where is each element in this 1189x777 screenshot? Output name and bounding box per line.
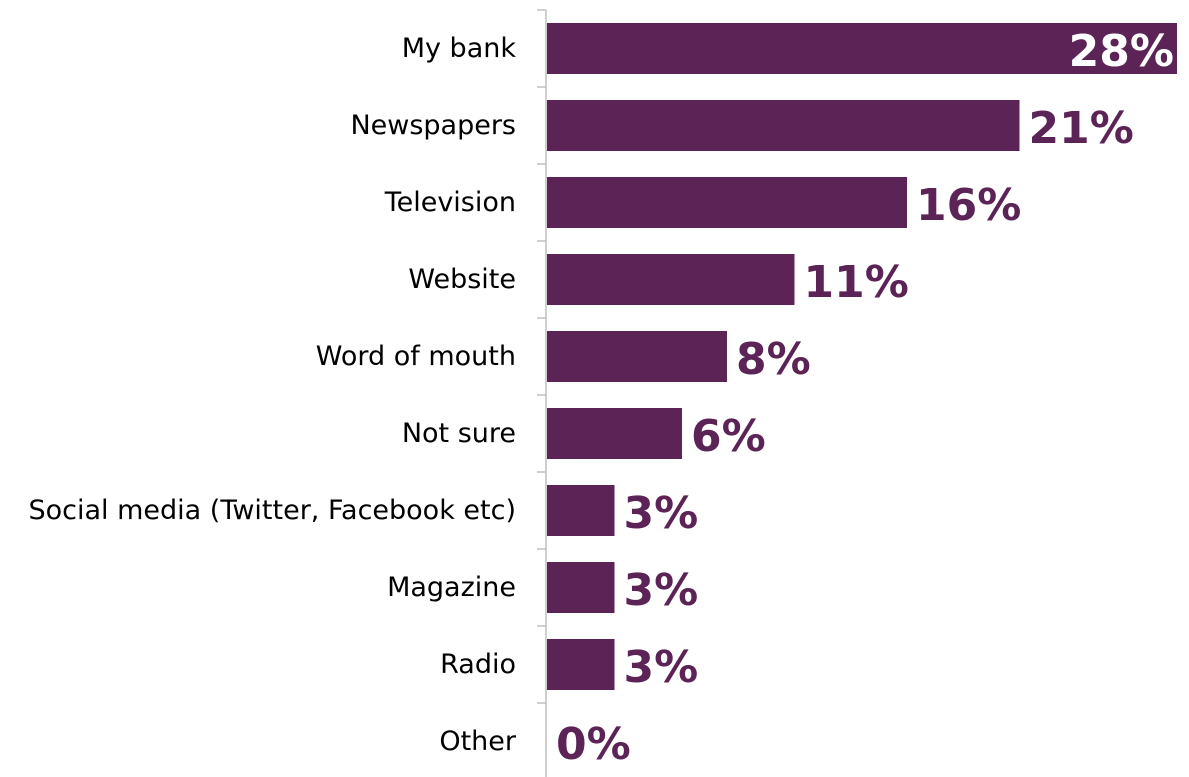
value-label: 3%	[624, 488, 699, 539]
bar	[547, 254, 795, 305]
value-label: 28%	[1069, 26, 1174, 77]
value-label: 16%	[916, 180, 1021, 231]
bar	[547, 100, 1020, 151]
category-label: Magazine	[387, 572, 516, 603]
category-label: Word of mouth	[316, 341, 516, 372]
value-label: 3%	[624, 642, 699, 693]
axis-layer	[537, 9, 547, 777]
category-label: Newspapers	[350, 110, 516, 141]
bar	[547, 23, 1177, 74]
bar	[547, 408, 682, 459]
category-label: My bank	[402, 33, 517, 64]
value-label: 6%	[691, 411, 766, 462]
category-label: Website	[408, 264, 516, 295]
category-label: Radio	[440, 649, 516, 680]
bar	[547, 639, 615, 690]
value-label: 0%	[556, 719, 631, 770]
category-label: Not sure	[402, 418, 516, 449]
value-label: 11%	[804, 257, 909, 308]
value-label: 3%	[624, 565, 699, 616]
bar	[547, 331, 727, 382]
category-label: Social media (Twitter, Facebook etc)	[28, 495, 516, 526]
labels-layer: My bank 28% Newspapers 21% Television 16% Webs…	[28, 26, 1174, 770]
value-label: 8%	[736, 334, 811, 385]
bars-layer	[547, 23, 1177, 690]
bar	[547, 485, 615, 536]
bar	[547, 177, 907, 228]
category-label: Other	[439, 726, 517, 757]
category-label: Television	[384, 187, 516, 218]
bar	[547, 562, 615, 613]
value-label: 21%	[1029, 103, 1134, 154]
